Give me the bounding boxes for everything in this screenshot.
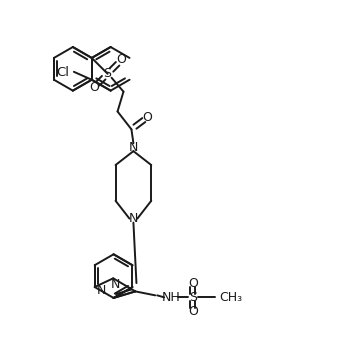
- Text: N: N: [97, 283, 106, 297]
- Text: Cl: Cl: [57, 66, 69, 79]
- Text: O: O: [142, 111, 152, 124]
- Text: S: S: [104, 67, 112, 80]
- Text: CH₃: CH₃: [219, 291, 242, 304]
- Text: NH: NH: [162, 291, 180, 304]
- Text: O: O: [117, 54, 126, 66]
- Text: S: S: [189, 291, 197, 304]
- Text: O: O: [89, 81, 99, 94]
- Text: N: N: [129, 212, 138, 225]
- Text: O: O: [188, 277, 198, 290]
- Text: O: O: [188, 305, 198, 318]
- Text: N: N: [129, 141, 138, 154]
- Text: N: N: [111, 278, 120, 291]
